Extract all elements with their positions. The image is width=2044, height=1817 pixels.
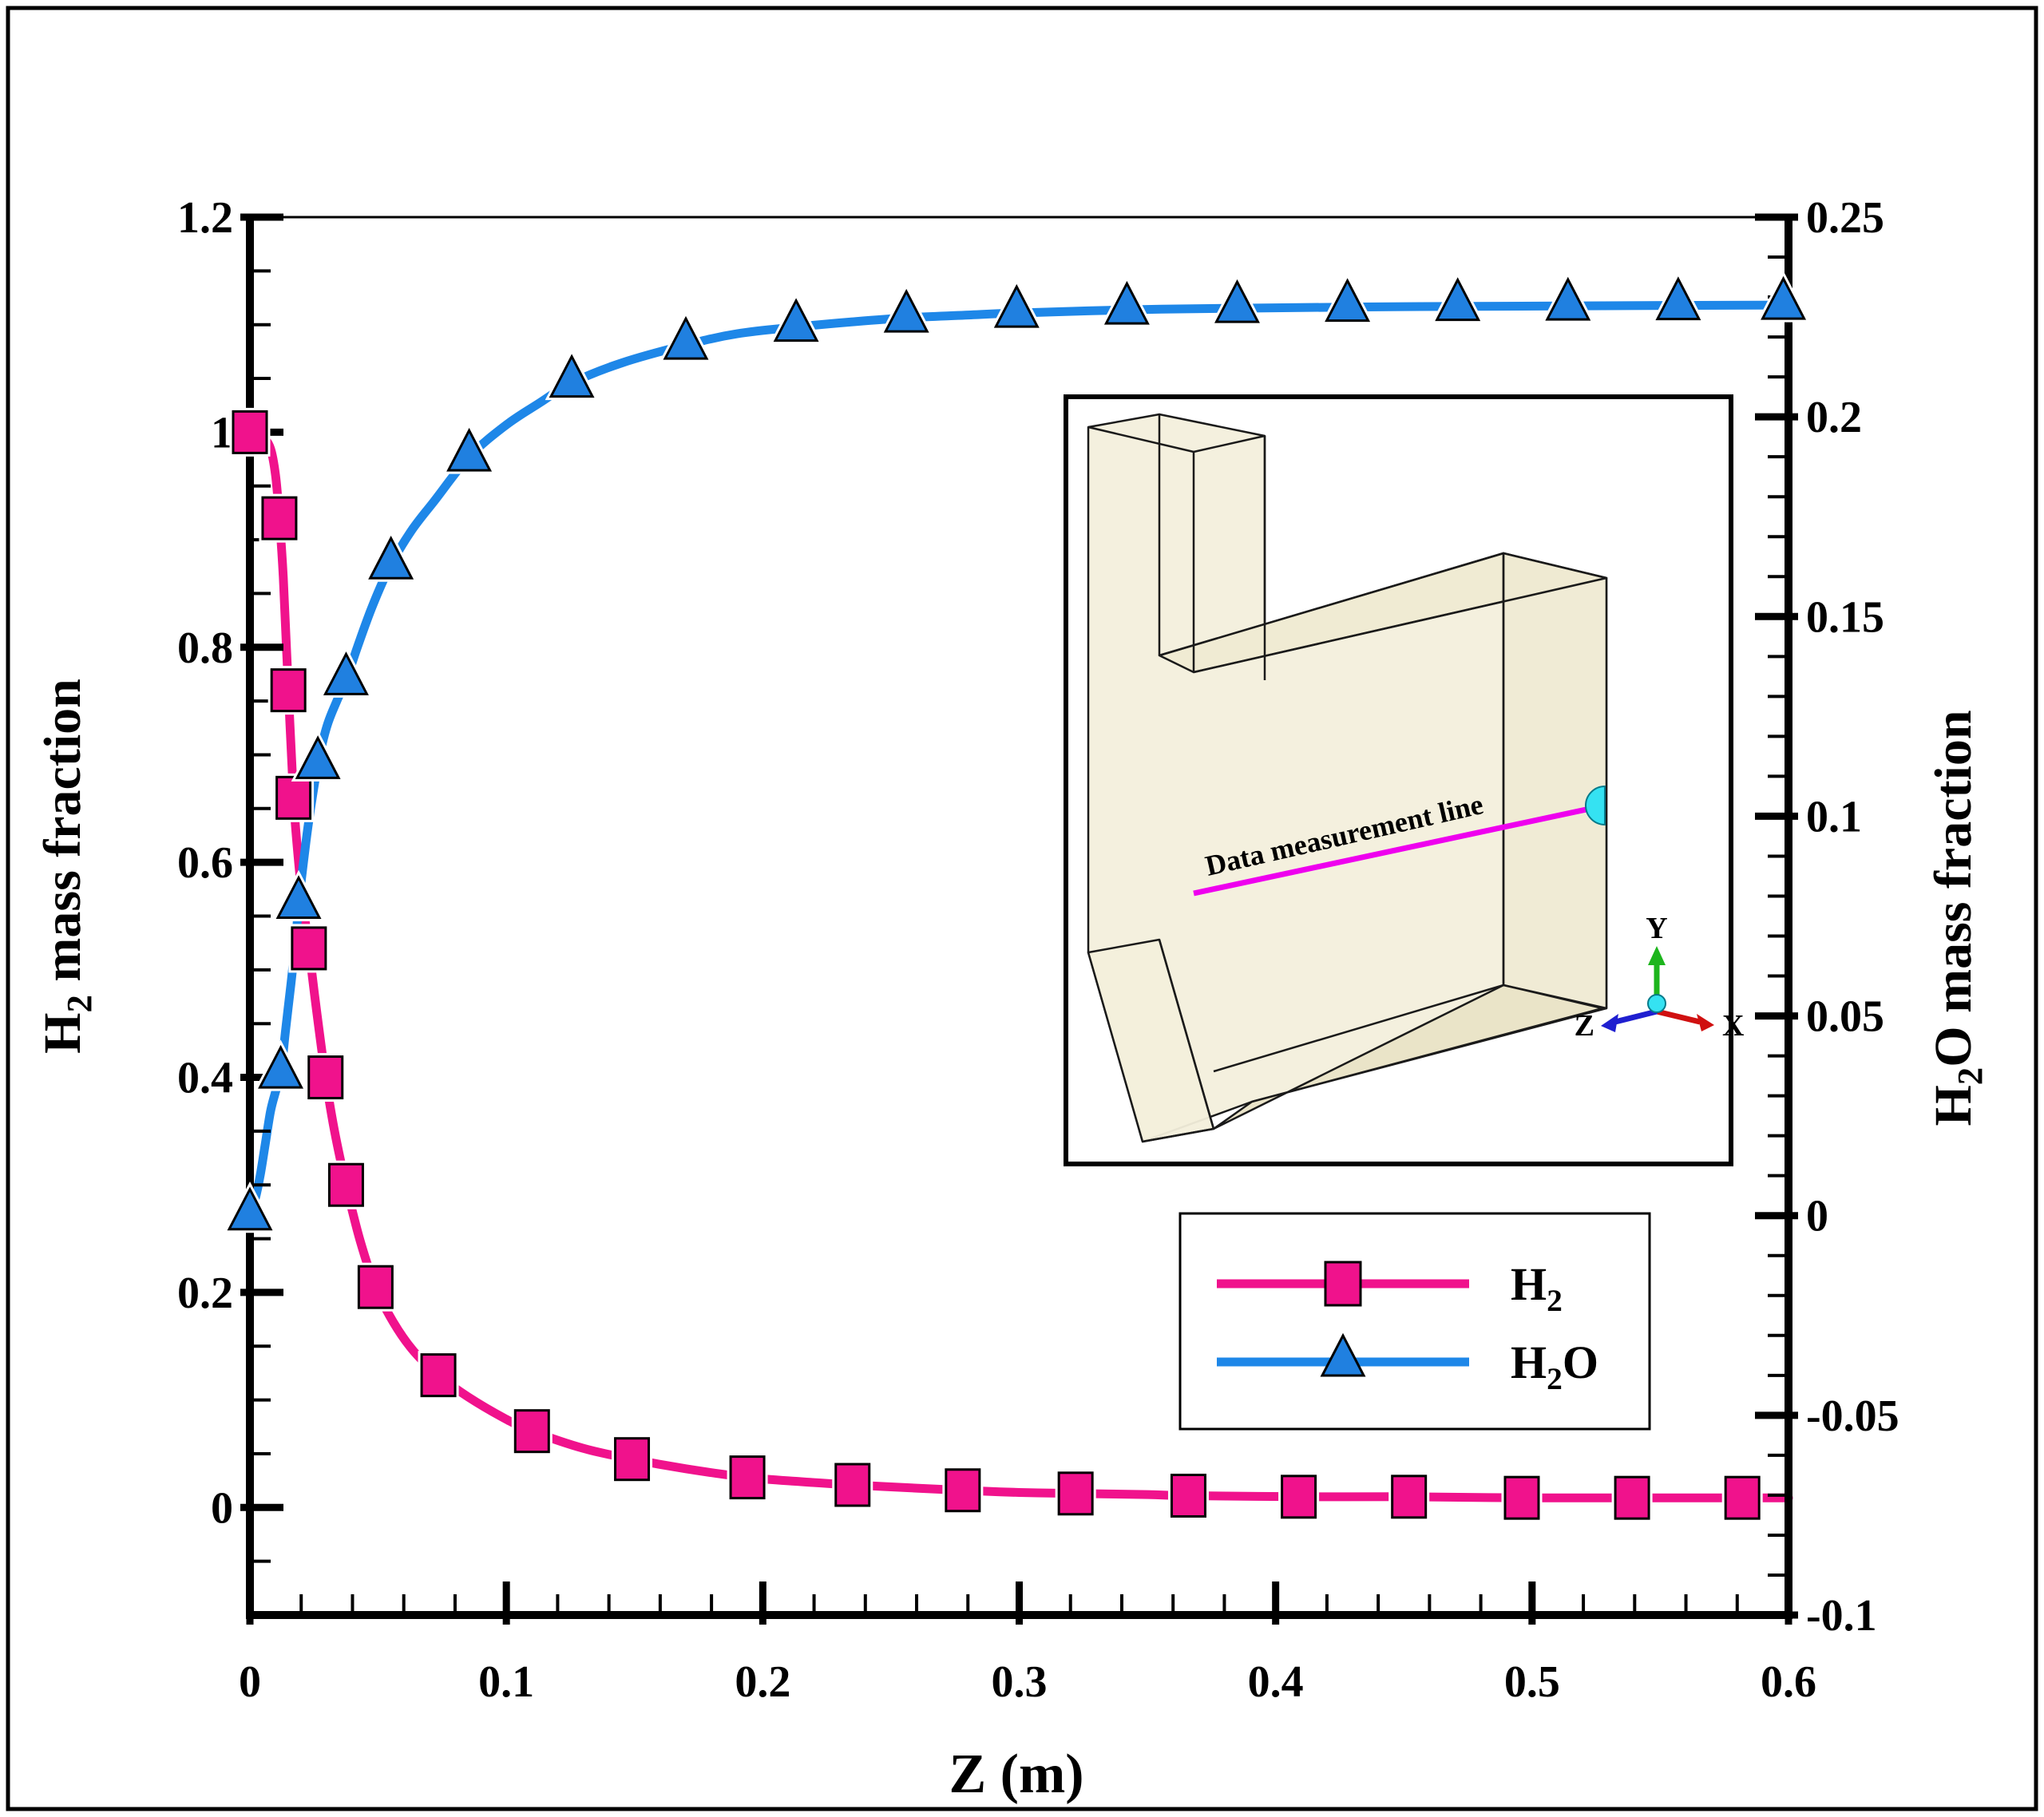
h2o-marker-triangle: [663, 315, 709, 360]
h2-marker-square: [327, 1162, 364, 1207]
x-axis-arrow: [1656, 1008, 1701, 1025]
legend-box: [1178, 1212, 1651, 1431]
h2o-marker-triangle: [446, 427, 493, 472]
triad-origin-ball: [1647, 994, 1666, 1013]
axis-triad: [1601, 946, 1714, 1032]
tick-label: 0: [1806, 1192, 1828, 1241]
left-axis-title: H2 mass fraction: [34, 679, 99, 1054]
h2-marker-square: [729, 1455, 766, 1500]
h2o-marker-triangle: [1761, 275, 1807, 320]
x-axis-label: X: [1722, 1009, 1744, 1043]
legend: H2 H2O: [1178, 1212, 1651, 1431]
duct-geometry: [1087, 413, 1608, 1143]
tick-label: 0.5: [1504, 1657, 1560, 1707]
y-axis-arrowhead: [1648, 946, 1666, 965]
h2o-marker-triangle: [993, 283, 1040, 328]
z-axis-arrow: [1614, 1008, 1658, 1025]
h2-marker-square: [834, 1463, 871, 1507]
h2-marker-square: [357, 1265, 394, 1309]
legend-marker-h2-square: [1324, 1261, 1362, 1307]
tick-label: 0.6: [1761, 1657, 1816, 1707]
h2-marker-square: [1057, 1471, 1094, 1516]
tick-label: 0.1: [1806, 792, 1862, 841]
duct-box-bottom-face: [1212, 984, 1604, 1130]
h2o-marker-triangle: [275, 875, 322, 919]
h2-marker-square: [420, 1353, 457, 1398]
tick-label: 1: [211, 408, 233, 457]
h2o-marker-triangle: [1325, 278, 1371, 323]
h2-marker-square: [945, 1468, 981, 1513]
h2o-marker-triangle: [1545, 276, 1591, 321]
h2-marker-square: [270, 668, 307, 713]
duct-edges: [1087, 414, 1607, 1143]
tick-label: 0.05: [1806, 992, 1884, 1042]
h2-marker-square: [232, 410, 268, 454]
data-measurement-line: [1193, 802, 1606, 897]
tick-label: -0.1: [1806, 1591, 1877, 1641]
h2o-marker-triangle: [1214, 279, 1260, 323]
right-axis-title: H2O mass fraction: [1924, 710, 1990, 1126]
tick-label: 0.3: [992, 1657, 1048, 1707]
probe-semicircle: [1585, 785, 1606, 826]
tick-label: 0.2: [735, 1657, 790, 1707]
axis-tick-labels: 1.2 1 0.8 0.6 0.4 0.2 0 0.25 0.2 0.15 0.1 0.05 0 -0.0…: [177, 193, 1899, 1707]
h2o-marker-triangle: [227, 1186, 273, 1231]
h2o-marker-triangle: [1103, 280, 1150, 325]
h2o-curve: [245, 300, 1793, 1221]
h2o-marker-triangle: [773, 298, 819, 342]
h2-marker-square: [1170, 1473, 1206, 1518]
h2-marker-square: [1614, 1475, 1650, 1520]
h2-marker-square: [1281, 1475, 1317, 1519]
tick-label: 0: [211, 1483, 233, 1533]
plot-markers: [223, 271, 1810, 1522]
h2o-marker-triangle: [549, 354, 595, 398]
tick-label: 0.6: [177, 838, 233, 888]
tick-label: 0.4: [177, 1054, 233, 1103]
h2o-marker-triangle: [1655, 276, 1701, 321]
tick-label: -0.05: [1806, 1391, 1899, 1441]
h2-marker-square: [291, 926, 327, 971]
tick-label: 0.8: [177, 623, 233, 673]
legend-label-h2o: H2O: [1511, 1336, 1598, 1396]
y-axis-label: Y: [1646, 912, 1667, 945]
outer-frame: [6, 6, 2038, 1811]
legend-label-h2: H2: [1511, 1258, 1563, 1318]
h2-marker-square: [1724, 1475, 1761, 1520]
h2o-marker-triangle: [258, 1044, 304, 1089]
h2-marker-square: [1503, 1475, 1540, 1520]
z-axis-arrowhead: [1601, 1014, 1618, 1032]
tick-label: 0.15: [1806, 592, 1884, 642]
x-axis-title: Z (m): [949, 1744, 1083, 1805]
h2-marker-square: [261, 496, 298, 540]
h2o-marker-triangle: [295, 735, 341, 779]
h2o-marker-triangle: [323, 651, 369, 695]
tick-label: 0.4: [1248, 1657, 1304, 1707]
tick-label: 0.1: [478, 1657, 534, 1707]
h2o-marker-triangle: [883, 288, 929, 333]
h2-marker-square: [513, 1409, 550, 1454]
tick-label: 0.25: [1806, 193, 1884, 243]
inset-geometry-panel: Data measurement line Y X Z: [1064, 394, 1744, 1166]
h2-marker-square: [275, 775, 312, 820]
z-axis-label: Z: [1575, 1009, 1594, 1043]
legend-marker-h2o-triangle: [1320, 1332, 1366, 1377]
h2-marker-square: [614, 1437, 651, 1482]
axis-ticks: [240, 213, 1798, 1625]
h2-marker-square: [1391, 1475, 1428, 1519]
duct-box-right-face: [1502, 552, 1608, 1010]
tick-label: 0.2: [1806, 393, 1862, 442]
h2o-marker-triangle: [1435, 277, 1481, 322]
tick-label: 1.2: [177, 193, 233, 243]
tick-label: 0: [239, 1657, 261, 1707]
h2-marker-square: [307, 1055, 344, 1100]
h2o-marker-triangle: [368, 535, 414, 580]
x-axis-arrowhead: [1697, 1014, 1714, 1031]
tick-label: 0.2: [177, 1269, 233, 1318]
